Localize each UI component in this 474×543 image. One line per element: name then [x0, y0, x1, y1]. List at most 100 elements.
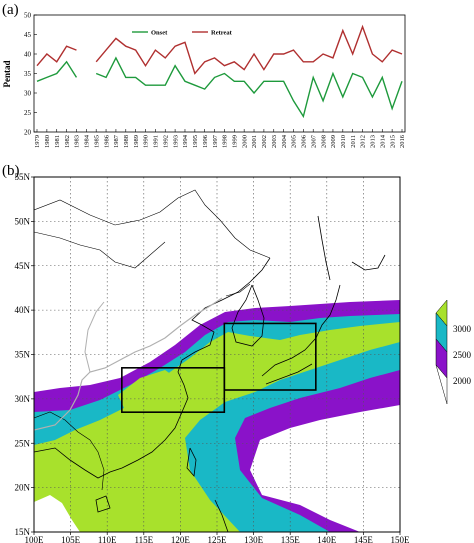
map-y-tick-label: 50N — [15, 216, 31, 226]
series-line-retreat — [36, 24, 403, 75]
x-tick-label: 1996 — [202, 134, 209, 148]
contour-below-2000 — [34, 495, 80, 532]
colorbar-label-2500: 2500 — [453, 350, 472, 360]
colorbar-bottom-triangle — [435, 364, 448, 405]
map-x-tick-label: 135E — [281, 535, 301, 543]
map-x-tick-label: 115E — [134, 535, 153, 543]
x-tick-label: 1989 — [133, 135, 140, 148]
x-tick-label: 1992 — [162, 135, 169, 148]
x-tick-label: 2010 — [340, 135, 347, 148]
x-tick-label: 1988 — [123, 135, 130, 148]
coast-china-mainland — [34, 257, 271, 479]
map-y-tick-label: 30N — [15, 394, 31, 404]
x-tick-label: 1981 — [54, 135, 61, 148]
x-tick-label: 2005 — [291, 135, 298, 148]
colorbar: 3000 2500 2000 — [435, 299, 472, 405]
x-tick-label: 2012 — [360, 135, 367, 148]
x-tick-label: 1987 — [113, 134, 120, 148]
y-tick-label: 25 — [24, 109, 32, 117]
series-line-onset — [36, 56, 403, 119]
x-tick-label: 1991 — [153, 135, 160, 148]
country-borders — [34, 189, 271, 491]
map-x-tick-label: 120E — [171, 535, 191, 543]
x-tick-label: 2003 — [271, 135, 278, 148]
x-tick-label: 1986 — [103, 134, 110, 148]
border-korea — [225, 283, 251, 297]
x-tick-label: 1998 — [222, 135, 229, 148]
x-tick-label: 1985 — [93, 135, 100, 148]
coast-sakhalin — [317, 215, 331, 281]
x-tick-label: 2016 — [399, 134, 406, 148]
x-tick-label: 1997 — [212, 134, 219, 148]
y-tick-label: 50 — [24, 12, 32, 20]
y-tick-label: 35 — [24, 70, 32, 78]
river-line — [34, 297, 223, 431]
x-tick-label: 2004 — [281, 134, 288, 148]
x-tick-label: 2008 — [320, 135, 327, 148]
x-tick-label: 2001 — [251, 135, 258, 148]
map-x-tick-label: 100E — [25, 535, 45, 543]
map-y-tick-label: 45N — [15, 261, 31, 271]
x-tick-label: 2014 — [379, 134, 386, 148]
study-area-box-2 — [223, 322, 317, 391]
x-tick-label: 2013 — [370, 135, 377, 148]
panel-a-legend: Onset Retreat — [132, 30, 233, 37]
x-tick-label: 2007 — [310, 134, 317, 148]
map-x-tick-label: 125E — [208, 535, 228, 543]
contour-3000-band — [34, 322, 400, 532]
x-tick-label: 1999 — [231, 135, 238, 148]
map-y-tick-label: 20N — [15, 483, 31, 493]
river-line-2 — [84, 301, 105, 373]
study-area-boxes — [121, 322, 317, 413]
panel-a-label: (a) — [2, 2, 19, 18]
map-gridlines — [34, 177, 400, 532]
legend-retreat-label: Retreat — [211, 30, 233, 37]
map-x-tick-label: 105E — [61, 535, 81, 543]
x-tick-label: 2006 — [301, 134, 308, 148]
map-y-tick-label: 15N — [15, 527, 31, 537]
map-x-tick-label: 130E — [244, 535, 264, 543]
coast-philippines — [214, 499, 229, 532]
coast-hainan — [95, 495, 111, 513]
map-x-tick-label: 150E — [391, 535, 411, 543]
x-tick-label: 1990 — [143, 135, 150, 148]
map-x-ticks: 100E 105E 110E 115E 120E 125E 130E 135E 140E 145E… — [25, 532, 411, 543]
x-tick-label: 2002 — [261, 135, 268, 148]
x-tick-label: 1983 — [74, 135, 81, 148]
x-tick-label: 1980 — [44, 135, 51, 148]
map-x-tick-label: 145E — [354, 535, 374, 543]
x-tick-label: 1979 — [34, 135, 41, 148]
x-tick-label: 1982 — [64, 135, 71, 148]
x-tick-label: 2009 — [330, 135, 337, 148]
coast-korea — [231, 284, 265, 347]
x-tick-label: 2015 — [389, 135, 396, 148]
map-y-tick-label: 25N — [15, 438, 31, 448]
map-y-ticks: 15N 20N 25N 30N 35N 40N 45N 50N 55N — [15, 172, 34, 537]
panel-b-map: 100E 105E 110E 115E 120E 125E 130E 135E 140E 145E… — [15, 172, 411, 543]
y-tick-label: 45 — [24, 31, 32, 39]
x-tick-label: 2000 — [241, 135, 248, 148]
map-x-tick-label: 110E — [98, 535, 117, 543]
x-tick-label: 1993 — [172, 135, 179, 148]
y-tick-label: 40 — [24, 51, 32, 59]
colorbar-label-3000: 3000 — [453, 324, 472, 334]
y-tick-label: 30 — [24, 90, 32, 98]
panel-a-ylabel: Pentad — [2, 61, 12, 88]
panel-a-series — [36, 24, 403, 119]
x-tick-label: 1995 — [192, 135, 199, 148]
x-tick-label: 2011 — [350, 135, 357, 148]
coast-taiwan — [186, 447, 197, 477]
x-tick-label: 1984 — [84, 134, 91, 148]
legend-onset-label: Onset — [151, 30, 168, 37]
coast-japan-south — [265, 363, 313, 385]
y-tick-label: 20 — [24, 129, 32, 137]
panel-a-x-ticks: 1979 1980 1981 1982 1983 1984 1985 1986 1987 1988… — [34, 129, 406, 148]
x-tick-label: 1994 — [182, 134, 189, 148]
border-southwest — [34, 411, 105, 491]
coast-hokkaido — [351, 254, 386, 271]
panel-b-label: (b) — [2, 163, 20, 179]
map-y-tick-label: 40N — [15, 305, 31, 315]
map-x-tick-label: 140E — [317, 535, 337, 543]
contour-3000-patch — [118, 370, 182, 412]
